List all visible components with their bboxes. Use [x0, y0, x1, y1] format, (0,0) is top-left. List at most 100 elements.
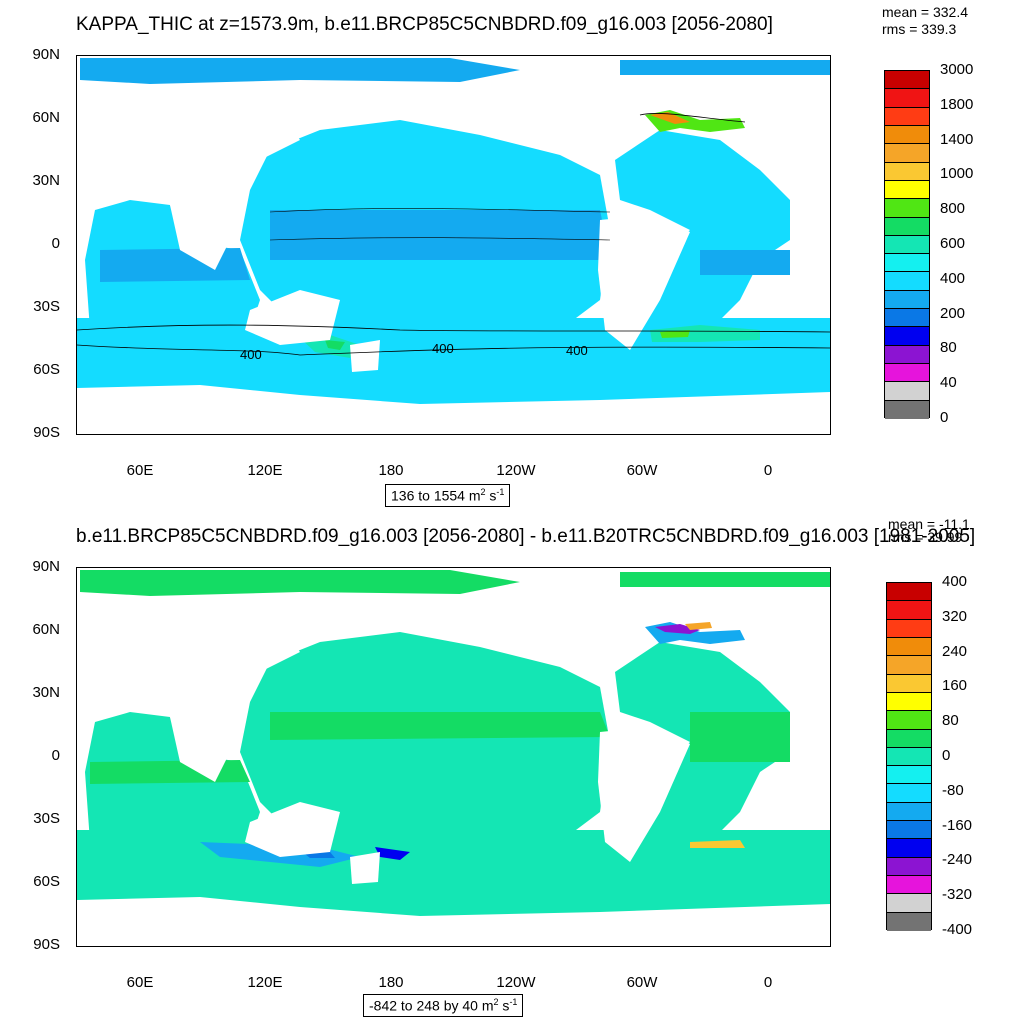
top-colorbar — [884, 70, 930, 419]
bottom-map-title: b.e11.BRCP85C5CNBDRD.f09_g16.003 [2056-2… — [76, 526, 976, 547]
top-colorbar-swatch — [885, 217, 929, 236]
top-xtick-0: 0 — [763, 462, 773, 479]
bottom-colorbar-swatch — [887, 912, 931, 931]
top-xtick-60e: 60E — [126, 462, 154, 479]
bottom-ytick-90s: 90S — [33, 936, 60, 953]
bottom-colorbar-swatch — [887, 766, 931, 785]
top-colorbar-swatch — [885, 71, 929, 90]
top-colorbar-swatch — [885, 272, 929, 291]
bottom-ytick-eq: 0 — [51, 747, 60, 764]
bottom-xtick-180: 180 — [378, 974, 404, 991]
top-map-frame — [76, 55, 831, 435]
top-xtick-180: 180 — [378, 462, 404, 479]
bottom-xtick-60w: 60W — [626, 974, 658, 991]
top-colorbar-swatch — [885, 290, 929, 310]
bottom-xtick-60e: 60E — [126, 974, 154, 991]
bottom-colorbar-label: -160 — [942, 816, 973, 834]
top-contour-label-3: 400 — [566, 343, 588, 358]
top-colorbar-label: 400 — [940, 269, 966, 287]
bottom-colorbar-swatch — [887, 583, 931, 602]
top-ytick-60n: 60N — [32, 109, 60, 126]
top-colorbar-swatch — [885, 199, 929, 218]
bottom-colorbar-label: 0 — [942, 747, 951, 764]
top-colorbar-label: 800 — [940, 200, 966, 218]
bottom-rms-stat: rms = 39.99 — [888, 529, 963, 545]
top-colorbar-swatch — [885, 382, 929, 401]
bottom-colorbar-label: 320 — [942, 607, 968, 625]
top-xtick-120w: 120W — [496, 462, 536, 479]
bottom-colorbar-swatch — [887, 637, 931, 657]
bottom-ytick-90n: 90N — [32, 558, 60, 575]
bottom-colorbar-swatch — [887, 601, 931, 620]
top-colorbar-swatch — [885, 254, 929, 273]
bottom-colorbar-label: -400 — [942, 921, 973, 938]
bottom-colorbar-swatch — [887, 619, 931, 638]
bottom-map-frame — [76, 567, 831, 947]
bottom-colorbar-label: -80 — [942, 781, 964, 799]
bottom-colorbar-label: 240 — [942, 642, 968, 660]
top-colorbar-swatch — [885, 89, 929, 108]
bottom-colorbar-swatch — [887, 839, 931, 858]
top-colorbar-label: 80 — [940, 339, 957, 357]
bottom-xtick-0: 0 — [763, 974, 773, 991]
top-xtick-120e: 120E — [247, 462, 283, 479]
bottom-colorbar-swatch — [887, 784, 931, 803]
bottom-colorbar-label: 400 — [942, 573, 968, 590]
bottom-colorbar-swatch — [887, 876, 931, 895]
top-colorbar-swatch — [885, 235, 929, 255]
bottom-colorbar-label: -320 — [942, 886, 973, 904]
bottom-colorbar-swatch — [887, 747, 931, 767]
top-contour-label-1: 400 — [240, 347, 262, 362]
top-xtick-60w: 60W — [626, 462, 658, 479]
bottom-map-panel: b.e11.BRCP85C5CNBDRD.f09_g16.003 [2056-2… — [0, 512, 1024, 1024]
top-ytick-90n: 90N — [32, 46, 60, 63]
bottom-ytick-60s: 60S — [33, 873, 60, 890]
top-colorbar-swatch — [885, 125, 929, 145]
bottom-colorbar — [886, 582, 932, 931]
bottom-ytick-30s: 30S — [33, 810, 60, 827]
bottom-xtick-120e: 120E — [247, 974, 283, 991]
bottom-colorbar-label: 80 — [942, 712, 959, 730]
bottom-colorbar-swatch — [887, 857, 931, 876]
top-ytick-30s: 30S — [33, 298, 60, 315]
top-colorbar-swatch — [885, 327, 929, 346]
top-colorbar-swatch — [885, 180, 929, 200]
bottom-colorbar-label: 160 — [942, 677, 968, 695]
top-colorbar-label: 40 — [940, 374, 957, 392]
top-ytick-eq: 0 — [51, 235, 60, 252]
bottom-colorbar-swatch — [887, 729, 931, 748]
bottom-colorbar-swatch — [887, 894, 931, 913]
top-colorbar-label: 1000 — [940, 165, 974, 183]
top-ytick-30n: 30N — [32, 172, 60, 189]
bottom-colorbar-swatch — [887, 821, 931, 840]
top-colorbar-swatch — [885, 144, 929, 163]
top-colorbar-swatch — [885, 162, 929, 181]
top-map-plot — [76, 58, 831, 404]
bottom-colorbar-swatch — [887, 656, 931, 675]
top-colorbar-swatch — [885, 400, 929, 419]
bottom-map-plot — [77, 568, 830, 946]
bottom-colorbar-swatch — [887, 802, 931, 822]
top-map-panel: KAPPA_THIC at z=1573.9m, b.e11.BRCP85C5C… — [32, 4, 974, 507]
bottom-range-label: -842 to 248 by 40 m2 s-1 — [363, 994, 524, 1017]
bottom-colorbar-swatch — [887, 674, 931, 693]
bottom-colorbar-swatch — [887, 711, 931, 730]
top-ytick-90s: 90S — [33, 424, 60, 441]
top-colorbar-label: 1400 — [940, 130, 974, 148]
top-colorbar-label: 1800 — [940, 95, 974, 113]
top-colorbar-swatch — [885, 107, 929, 126]
top-contour-label-2: 400 — [432, 341, 454, 356]
top-range-label: 136 to 1554 m2 s-1 — [385, 484, 511, 507]
top-colorbar-label: 3000 — [940, 61, 974, 78]
bottom-ytick-60n: 60N — [32, 621, 60, 638]
top-rms-stat: rms = 339.3 — [882, 21, 957, 37]
top-colorbar-label: 0 — [940, 409, 949, 426]
top-map-title: KAPPA_THIC at z=1573.9m, b.e11.BRCP85C5C… — [76, 14, 773, 35]
bottom-mean-stat: mean = -11.1 — [888, 516, 970, 532]
top-colorbar-label: 600 — [940, 235, 966, 252]
top-colorbar-swatch — [885, 345, 929, 364]
top-ytick-60s: 60S — [33, 361, 60, 378]
top-colorbar-swatch — [885, 364, 929, 383]
bottom-colorbar-label: -240 — [942, 851, 973, 869]
bottom-ytick-30n: 30N — [32, 684, 60, 701]
